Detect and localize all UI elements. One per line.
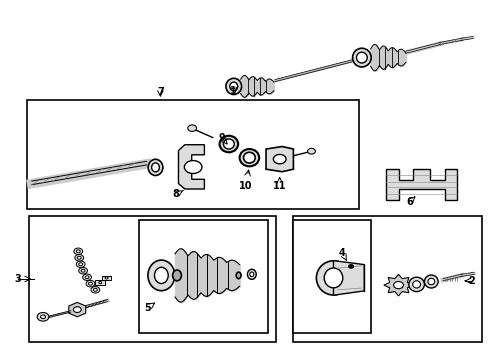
Ellipse shape [427, 278, 434, 285]
Circle shape [91, 287, 100, 293]
Ellipse shape [148, 159, 163, 175]
Circle shape [37, 312, 49, 321]
Circle shape [85, 276, 89, 279]
Bar [29, 216, 276, 342]
Text: 5: 5 [144, 303, 151, 313]
Circle shape [86, 280, 95, 287]
Ellipse shape [147, 260, 175, 291]
Ellipse shape [225, 78, 241, 94]
Circle shape [74, 248, 82, 255]
Polygon shape [386, 169, 456, 200]
Circle shape [184, 161, 202, 174]
Ellipse shape [356, 52, 366, 63]
Circle shape [105, 277, 108, 279]
Circle shape [41, 315, 45, 319]
Polygon shape [69, 302, 85, 317]
Circle shape [88, 282, 92, 285]
Ellipse shape [249, 272, 253, 277]
Bar [102, 276, 111, 280]
Ellipse shape [172, 270, 181, 281]
Text: 10: 10 [238, 181, 252, 192]
Bar [293, 216, 481, 342]
Circle shape [81, 269, 85, 272]
Circle shape [76, 250, 80, 253]
Text: 8: 8 [172, 189, 179, 199]
Circle shape [77, 256, 81, 259]
Circle shape [187, 125, 196, 131]
Text: 4: 4 [338, 248, 345, 258]
Polygon shape [333, 261, 364, 295]
Text: 9: 9 [218, 132, 224, 143]
Circle shape [307, 148, 315, 154]
Circle shape [79, 263, 82, 266]
Circle shape [348, 265, 353, 268]
Text: 6: 6 [406, 197, 412, 207]
Circle shape [393, 282, 403, 289]
Circle shape [273, 154, 285, 164]
Ellipse shape [243, 152, 255, 163]
Ellipse shape [424, 275, 437, 288]
Circle shape [93, 288, 97, 291]
Text: 11: 11 [272, 181, 286, 192]
Text: 2: 2 [468, 276, 474, 286]
Ellipse shape [229, 82, 237, 91]
Ellipse shape [408, 277, 424, 292]
Ellipse shape [247, 269, 256, 279]
Ellipse shape [151, 163, 159, 172]
Circle shape [79, 267, 87, 274]
Ellipse shape [236, 272, 241, 279]
Ellipse shape [316, 261, 350, 295]
Ellipse shape [223, 139, 234, 149]
Polygon shape [383, 274, 412, 296]
Circle shape [82, 274, 91, 280]
Ellipse shape [219, 136, 238, 152]
Polygon shape [178, 145, 204, 189]
Bar [95, 280, 105, 285]
Text: 3: 3 [15, 274, 21, 284]
Ellipse shape [412, 281, 420, 288]
Circle shape [99, 282, 102, 284]
Text: 7: 7 [157, 87, 163, 97]
Bar [27, 100, 359, 209]
Circle shape [75, 255, 83, 261]
Ellipse shape [154, 267, 168, 284]
Circle shape [73, 307, 81, 312]
Polygon shape [265, 147, 293, 172]
Bar [139, 220, 267, 333]
Text: 1: 1 [229, 86, 236, 96]
Bar [293, 220, 370, 333]
Ellipse shape [324, 268, 342, 288]
Ellipse shape [239, 149, 259, 166]
Ellipse shape [352, 48, 370, 67]
Circle shape [76, 261, 85, 267]
